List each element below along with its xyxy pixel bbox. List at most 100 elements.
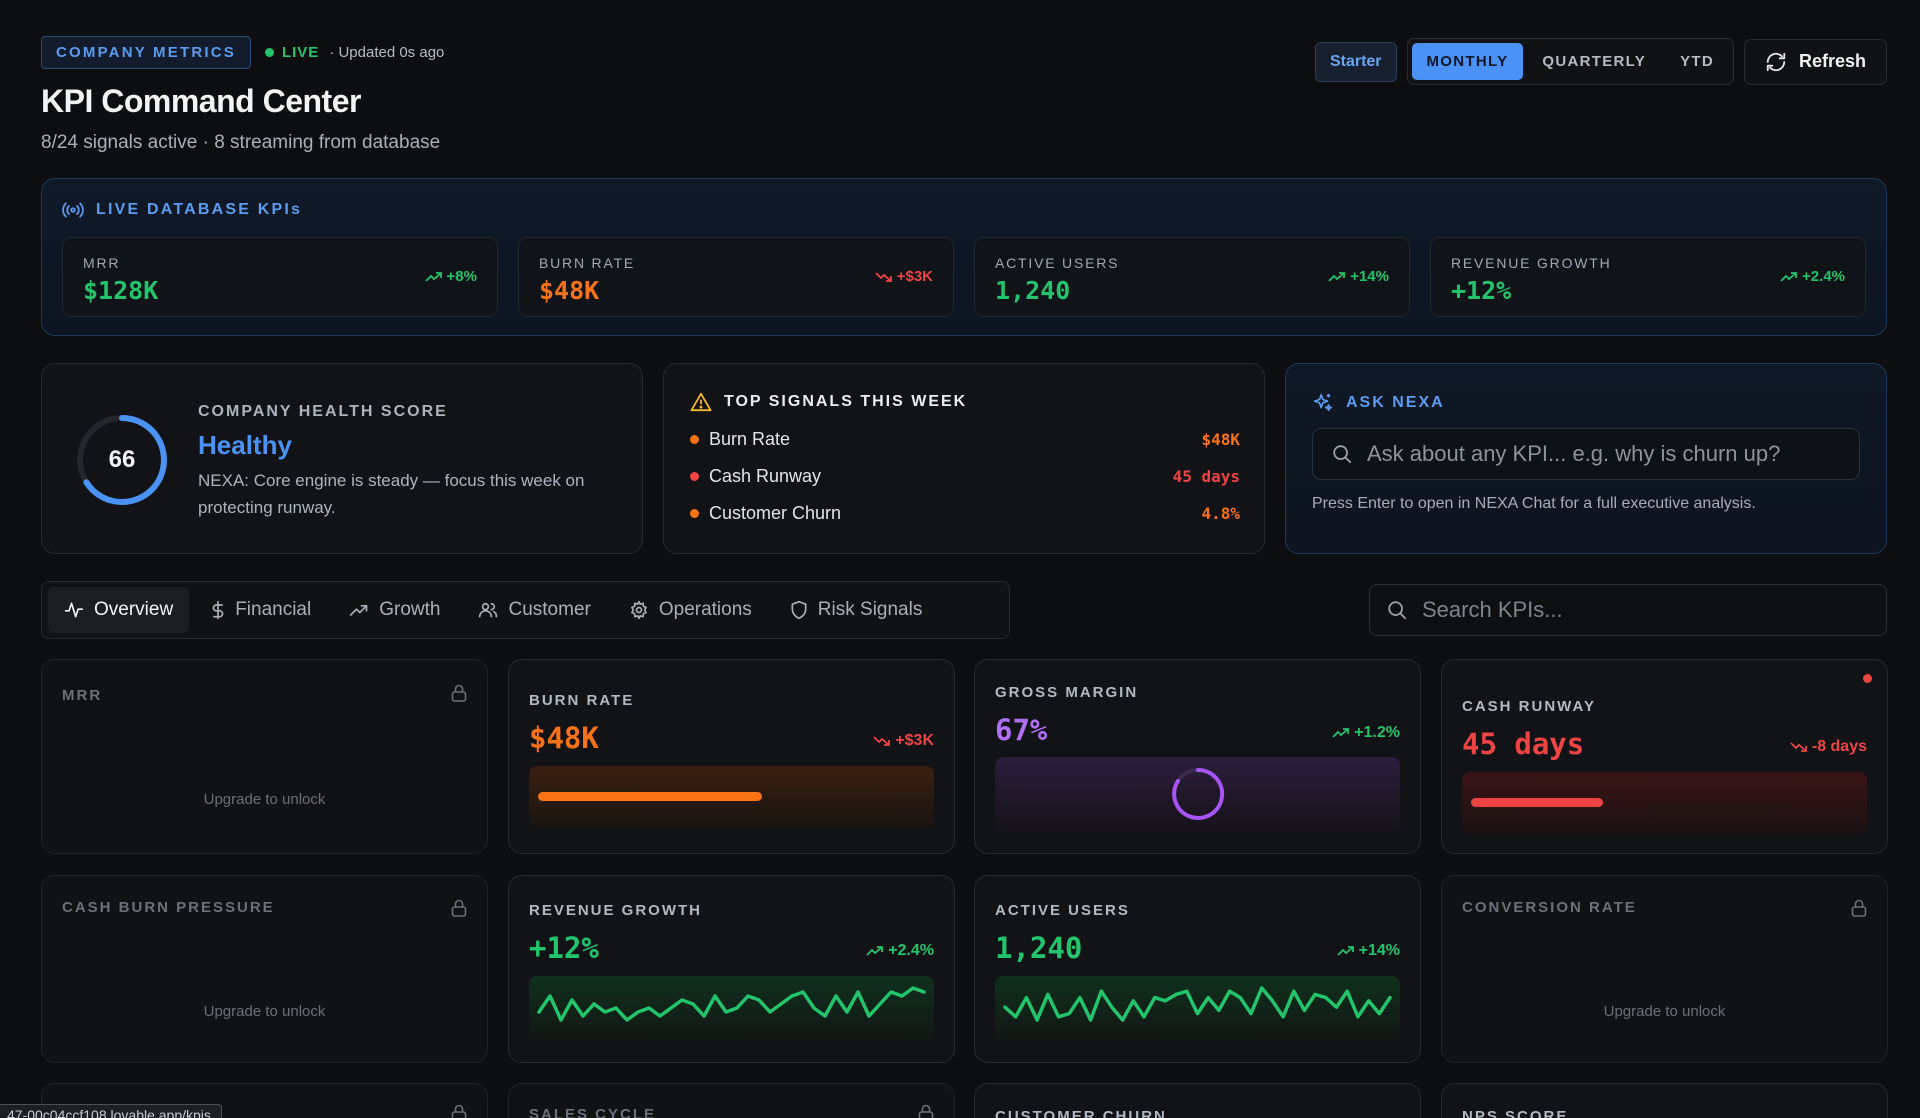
live-dot-icon — [264, 48, 274, 57]
kpi-card-label: CASH RUNWAY — [1462, 698, 1596, 715]
kpi-card-nps-score[interactable]: NPS SCORE — [1441, 1083, 1888, 1118]
trend-down-icon — [1790, 742, 1807, 752]
health-status: Healthy — [198, 430, 292, 460]
tab-overview[interactable]: Overview — [48, 587, 190, 633]
refresh-button[interactable]: Refresh — [1743, 38, 1887, 85]
updated-timestamp: · Updated 0s ago — [329, 44, 445, 61]
period-quarterly-button[interactable]: QUARTERLY — [1542, 53, 1647, 70]
kpi-card-value: 67% — [995, 713, 1048, 747]
ask-nexa-card: ASK NEXA Ask about any KPI... e.g. why i… — [1285, 363, 1887, 554]
refresh-label: Refresh — [1798, 51, 1866, 71]
plan-badge[interactable]: Starter — [1314, 41, 1397, 82]
search-kpis-input[interactable]: Search KPIs... — [1369, 584, 1887, 636]
kpi-card-label: BURN RATE — [529, 692, 635, 709]
signal-dot-icon — [690, 435, 699, 444]
lock-icon — [918, 1104, 934, 1118]
live-kpi-active-users[interactable]: ACTIVE USERS 1,240 +14% — [974, 237, 1410, 317]
alert-dot-icon — [1863, 674, 1872, 683]
health-score-ring — [77, 415, 167, 505]
tab-risk-signals[interactable]: Risk Signals — [774, 587, 939, 633]
period-toggle: MONTHLY QUARTERLY YTD — [1406, 38, 1734, 85]
ask-nexa-header: ASK NEXA — [1312, 392, 1445, 414]
live-kpi-delta: +$3K — [875, 268, 933, 285]
kpi-card-delta: +1.2% — [1332, 724, 1400, 742]
page-subtitle: 8/24 signals active · 8 streaming from d… — [41, 132, 441, 153]
signal-name: Burn Rate — [709, 429, 791, 449]
kpi-card-active-users[interactable]: ACTIVE USERS 1,240 +14% — [974, 875, 1421, 1063]
period-monthly-button[interactable]: MONTHLY — [1411, 43, 1524, 80]
kpi-card-value: 1,240 — [995, 931, 1083, 965]
kpi-card-customer-churn[interactable]: CUSTOMER CHURN — [974, 1083, 1421, 1118]
page-title: KPI Command Center — [41, 83, 361, 119]
broadcast-icon — [62, 202, 84, 218]
dollar-icon — [212, 600, 224, 620]
kpi-card-cash-burn-pressure-locked[interactable]: CASH BURN PRESSURE Upgrade to unlock — [41, 875, 488, 1063]
company-metrics-badge: COMPANY METRICS — [41, 36, 251, 69]
tab-growth[interactable]: Growth — [333, 587, 456, 633]
kpi-card-conversion-rate-locked[interactable]: CONVERSION RATE Upgrade to unlock — [1441, 875, 1888, 1063]
gear-icon — [630, 600, 647, 620]
kpi-card-delta: +14% — [1336, 942, 1400, 960]
tab-label: Financial — [235, 599, 312, 620]
signal-row[interactable]: Burn Rate $48K — [690, 429, 1240, 450]
kpi-card-mrr-locked[interactable]: MRR Upgrade to unlock — [41, 659, 488, 854]
trend-down-icon — [875, 271, 892, 282]
live-kpi-delta: +14% — [1328, 268, 1389, 285]
tab-operations[interactable]: Operations — [613, 587, 768, 633]
live-kpi-mrr[interactable]: MRR $128K +8% — [62, 237, 498, 317]
live-kpi-value: 1,240 — [995, 276, 1071, 305]
kpi-card-cash-runway[interactable]: CASH RUNWAY 45 days -8 days — [1441, 659, 1888, 854]
health-score-value: 66 — [108, 446, 136, 473]
top-signals-title: TOP SIGNALS THIS WEEK — [724, 393, 968, 410]
kpi-card-delta-value: +14% — [1358, 942, 1400, 959]
signal-row[interactable]: Cash Runway 45 days — [690, 466, 1240, 487]
kpi-card-value: $48K — [529, 721, 599, 755]
search-icon — [1388, 601, 1407, 620]
kpi-card-label: CUSTOMER CHURN — [995, 1108, 1167, 1118]
search-kpis-placeholder: Search KPIs... — [1422, 597, 1563, 622]
kpi-card-gross-margin[interactable]: GROSS MARGIN 67% +1.2% — [974, 659, 1421, 854]
live-kpi-revenue-growth[interactable]: REVENUE GROWTH +12% +2.4% — [1430, 237, 1866, 317]
kpi-card-label: CONVERSION RATE — [1462, 899, 1637, 916]
cash-runway-progress-fill — [1471, 798, 1603, 807]
kpi-card-label: REVENUE GROWTH — [529, 902, 703, 919]
trend-up-icon — [424, 271, 442, 282]
header-controls: Starter MONTHLY QUARTERLY YTD Refresh — [1314, 38, 1887, 85]
kpi-card-label: MRR — [62, 687, 103, 704]
live-kpi-label: REVENUE GROWTH — [1451, 255, 1612, 271]
live-panel-title: LIVE DATABASE KPIs — [96, 201, 303, 218]
live-kpi-burn-rate[interactable]: BURN RATE $48K +$3K — [518, 237, 954, 317]
ask-nexa-title: ASK NEXA — [1346, 394, 1445, 411]
trend-up-icon — [866, 946, 884, 956]
live-kpi-value: +12% — [1451, 276, 1512, 305]
live-kpi-label: BURN RATE — [539, 255, 636, 271]
period-ytd-button[interactable]: YTD — [1680, 53, 1714, 70]
tab-financial[interactable]: Financial — [195, 587, 327, 633]
tab-customer[interactable]: Customer — [462, 587, 606, 633]
ask-nexa-input[interactable]: Ask about any KPI... e.g. why is churn u… — [1312, 428, 1860, 480]
kpi-card-delta-value: +2.4% — [888, 942, 934, 959]
kpi-card-burn-rate[interactable]: BURN RATE $48K +$3K — [508, 659, 955, 854]
sparkline-line — [537, 986, 926, 1022]
cash-runway-progress — [1462, 772, 1867, 834]
sparkline-line — [1003, 986, 1392, 1022]
trend-up-icon — [350, 605, 368, 616]
kpi-card-sales-cycle-locked[interactable]: SALES CYCLE — [508, 1083, 955, 1118]
signal-row[interactable]: Customer Churn 4.8% — [690, 503, 1240, 524]
category-tabs: Overview Financial Growth Customer Opera… — [41, 581, 1010, 639]
live-kpi-delta-value: +8% — [446, 268, 477, 285]
tab-label: Overview — [94, 599, 174, 620]
health-score-label: COMPANY HEALTH SCORE — [198, 403, 448, 420]
live-panel-header: LIVE DATABASE KPIs — [62, 201, 302, 219]
warning-icon — [690, 392, 712, 412]
live-indicator: LIVE — [264, 44, 319, 61]
status-bar-url: 47-00c04ccf108.lovable.app/kpis — [0, 1104, 222, 1118]
kpi-card-label: NPS SCORE — [1462, 1108, 1569, 1118]
burn-rate-progress-fill — [538, 792, 762, 801]
kpi-card-revenue-growth[interactable]: REVENUE GROWTH +12% +2.4% — [508, 875, 955, 1063]
kpi-card-delta: +2.4% — [866, 942, 934, 960]
users-icon — [479, 602, 498, 618]
header-left: COMPANY METRICS LIVE · Updated 0s ago KP… — [41, 36, 444, 154]
burn-rate-progress — [529, 766, 934, 828]
kpi-card-label: CASH BURN PRESSURE — [62, 899, 275, 916]
